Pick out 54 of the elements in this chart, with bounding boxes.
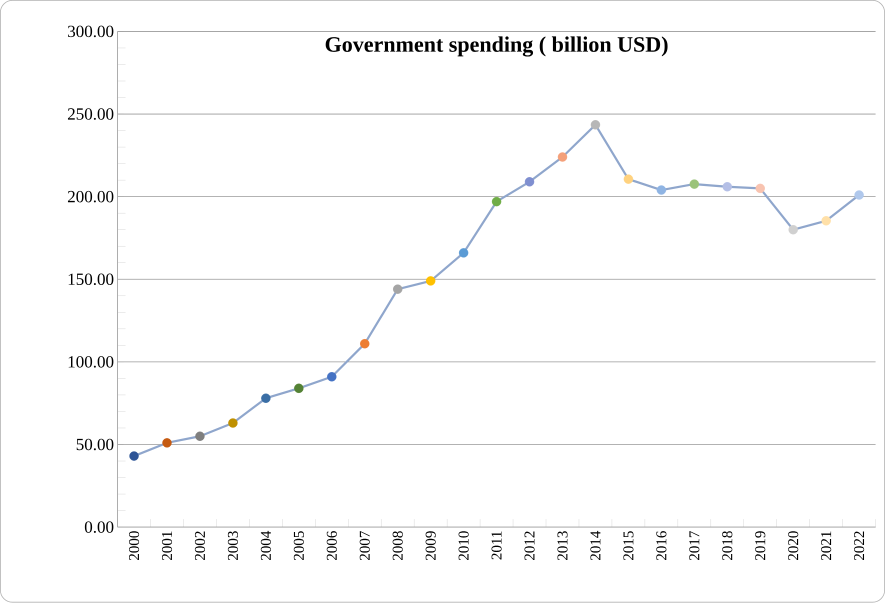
x-tick-label: 2016 <box>656 531 666 560</box>
x-tick-label: 2006 <box>326 531 337 560</box>
x-tick-label: 2002 <box>194 532 206 560</box>
point <box>195 432 205 442</box>
x-tick-label: 2022 <box>854 532 864 560</box>
x-tick-label: 2007 <box>360 531 370 560</box>
y-tick-label: 200.00 <box>68 191 114 203</box>
y-tick-label: 50.00 <box>76 438 114 450</box>
y-tick-label: 250.00 <box>68 108 114 120</box>
y-tick-label: 150.00 <box>68 274 114 286</box>
x-tick-label: 2011 <box>492 532 502 560</box>
point <box>821 216 831 226</box>
point <box>656 186 666 195</box>
point <box>492 197 502 207</box>
point <box>524 177 534 187</box>
y-tick-label: 0.00 <box>84 522 114 534</box>
point <box>458 248 468 258</box>
x-tick-label: 2001 <box>162 532 172 560</box>
x-tick-label: 2019 <box>755 531 766 560</box>
point <box>162 438 172 448</box>
x-tick-label: 2017 <box>689 531 700 560</box>
point <box>294 384 304 394</box>
x-tick-label: 2009 <box>426 531 436 560</box>
point <box>690 180 700 189</box>
x-tick-label: 2008 <box>392 531 403 560</box>
point <box>756 184 765 194</box>
y-tick-label: 100.00 <box>68 356 114 368</box>
point <box>854 190 864 200</box>
point <box>228 418 238 428</box>
point <box>722 182 732 192</box>
point <box>558 152 568 162</box>
point <box>360 339 370 349</box>
point <box>590 120 600 130</box>
x-tick-label: 2018 <box>722 531 732 560</box>
x-tick-label: 2003 <box>228 531 238 560</box>
y-tick-label: 300.00 <box>68 26 114 38</box>
point <box>327 372 336 382</box>
point <box>129 452 139 461</box>
x-tick-label: 2004 <box>260 531 271 560</box>
point <box>426 276 436 286</box>
x-tick-label: 2010 <box>458 531 469 560</box>
point <box>788 225 798 235</box>
x-tick-label: 2021 <box>821 532 832 560</box>
x-tick-label: 2014 <box>590 531 601 560</box>
x-tick-label: 2012 <box>524 532 535 560</box>
x-tick-label: 2015 <box>623 531 634 560</box>
point <box>261 394 271 404</box>
chart-title: Government spending ( billion USD) <box>326 36 668 57</box>
x-tick-label: 2020 <box>788 531 798 560</box>
point <box>624 174 634 184</box>
x-tick-label: 2013 <box>557 531 568 560</box>
x-tick-label: 2000 <box>128 531 140 560</box>
point <box>392 284 402 294</box>
x-tick-label: 2005 <box>294 531 304 560</box>
